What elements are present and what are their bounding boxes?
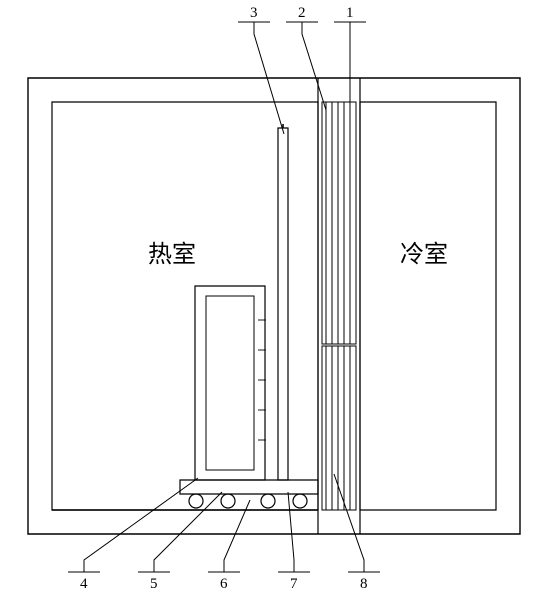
- callout-4: 4: [80, 576, 88, 592]
- callout-6: 6: [220, 576, 228, 592]
- cold-chamber-label: 冷室: [400, 241, 448, 268]
- hot-chamber-label: 热室: [148, 241, 196, 268]
- cold-chamber-inner: [360, 102, 496, 510]
- callout-3: 3: [250, 5, 258, 21]
- callout-1: 1: [346, 5, 354, 21]
- callout-8: 8: [360, 576, 368, 592]
- tall-plate: [278, 124, 288, 480]
- outer-wall: [28, 78, 520, 534]
- wall-panels: [322, 102, 356, 510]
- callout-7: 7: [290, 576, 298, 592]
- callouts-bottom: 4 5 6 7 8: [68, 474, 380, 592]
- callout-2: 2: [298, 5, 306, 21]
- callout-5: 5: [150, 576, 158, 592]
- diagram-svg: 热室 冷室 3 2 1 4 5 6 7 8: [0, 0, 544, 596]
- wall-hatch: [28, 78, 520, 534]
- callouts-top: 3 2 1: [238, 5, 366, 134]
